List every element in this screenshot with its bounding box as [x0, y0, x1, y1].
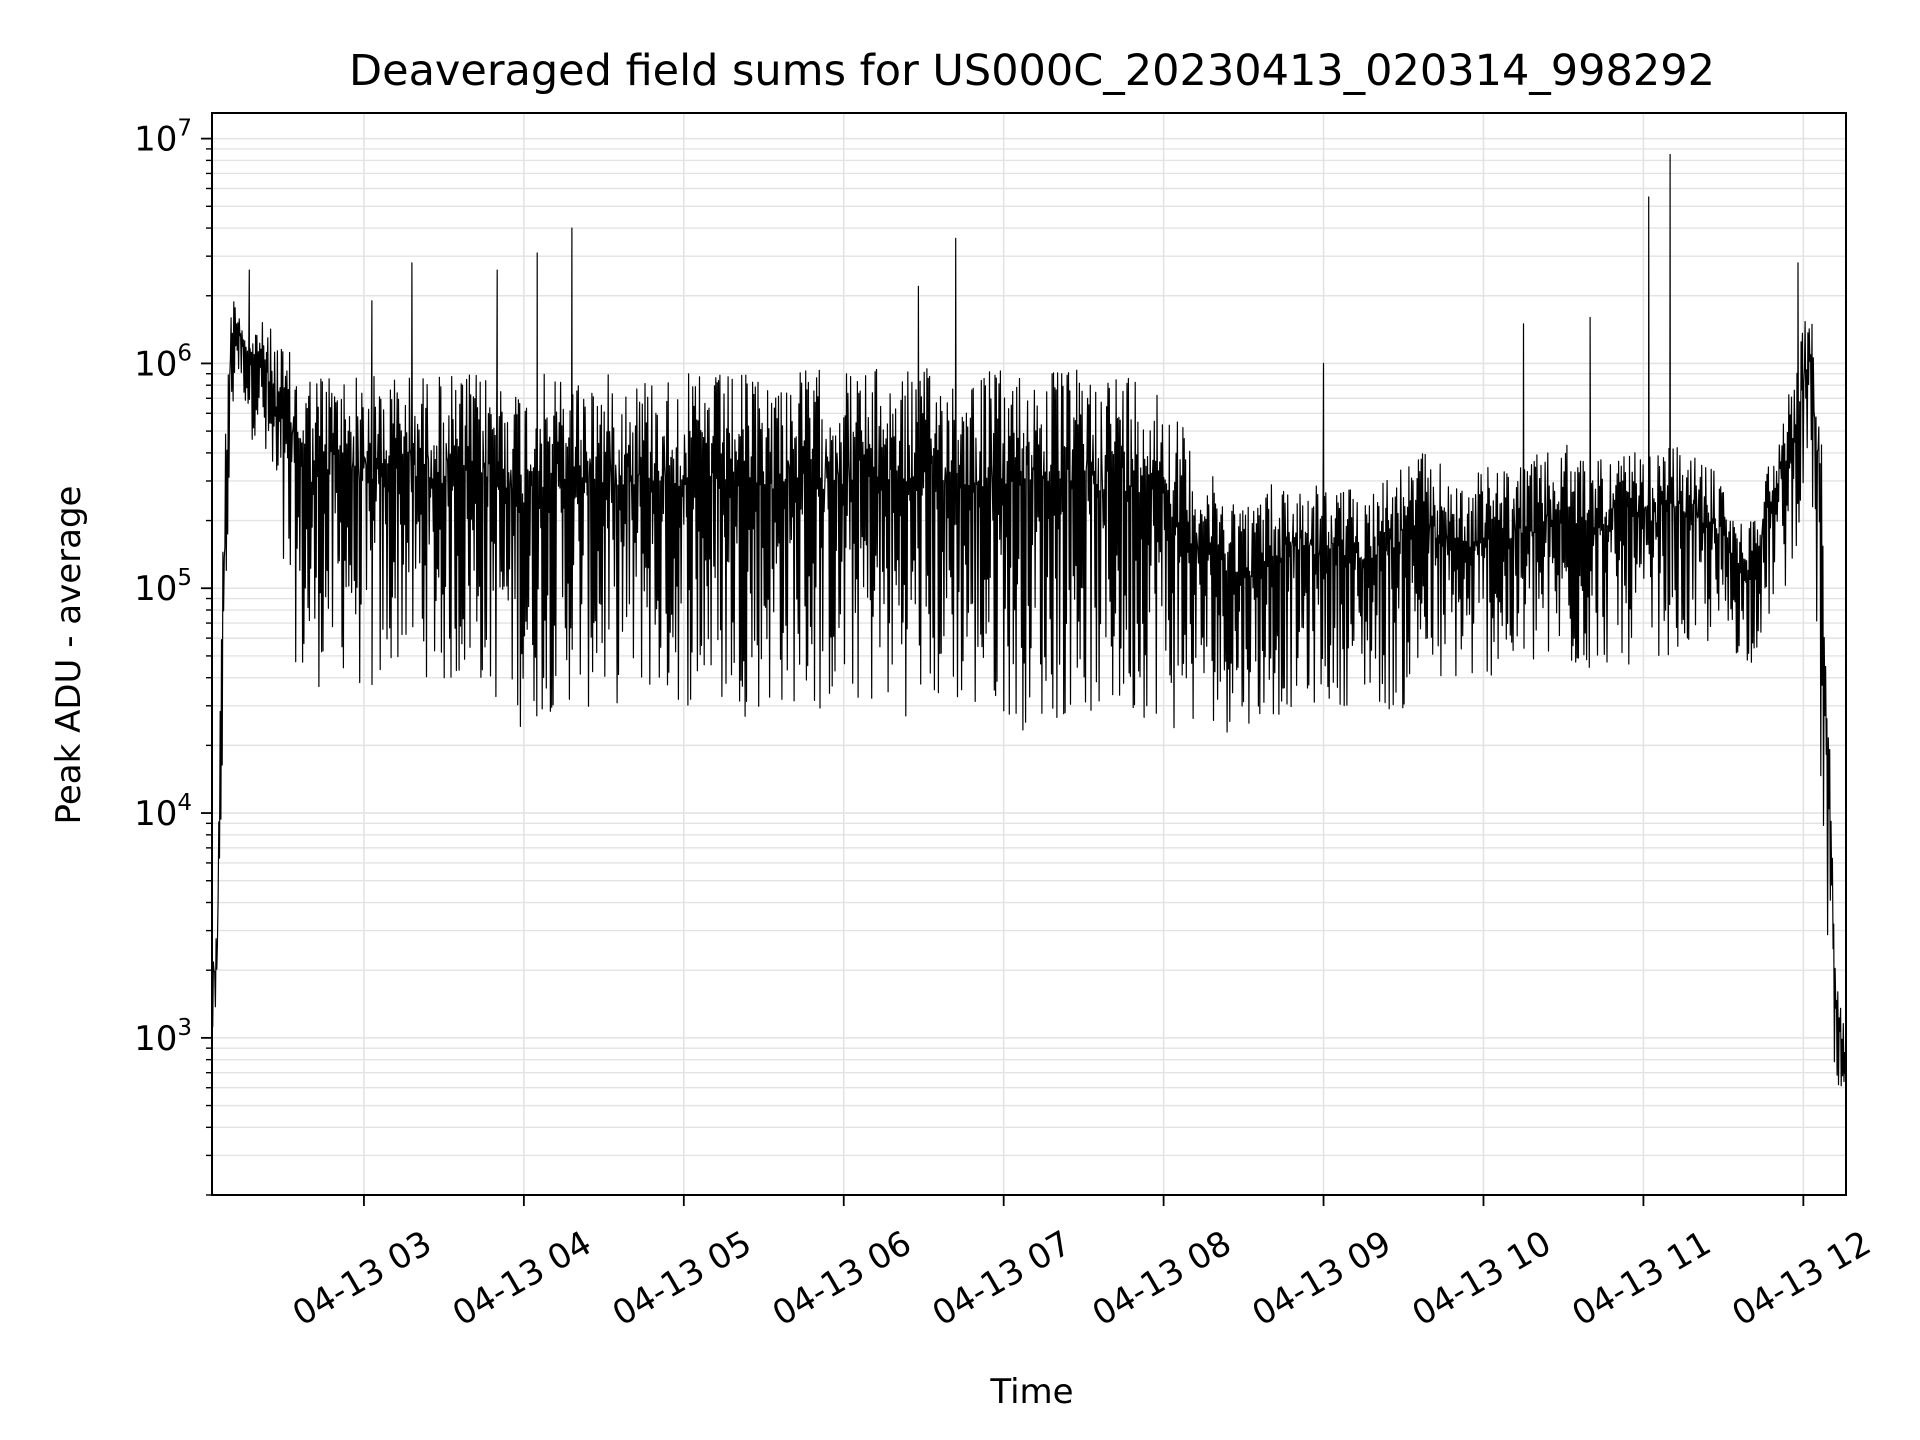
chart-title: Deaveraged field sums for US000C_2023041…: [349, 46, 1715, 96]
y-tick-base: 10: [134, 569, 177, 609]
y-axis-label: Peak ADU - average: [49, 486, 89, 825]
y-tick-base: 10: [134, 794, 177, 834]
y-tick-label: 106: [134, 340, 192, 384]
plot-frame: [211, 112, 1847, 1196]
y-tick-label: 104: [134, 790, 192, 834]
y-tick-label: 107: [134, 116, 192, 160]
y-tick-exponent: 7: [177, 116, 192, 142]
x-axis-label: Time: [989, 1372, 1073, 1412]
series-line: [211, 153, 1847, 1087]
y-tick-exponent: 6: [177, 340, 192, 366]
y-tick-base: 10: [134, 1019, 177, 1059]
y-tick-exponent: 5: [177, 565, 192, 591]
y-tick-exponent: 3: [177, 1015, 192, 1041]
y-tick-base: 10: [134, 344, 177, 384]
y-tick-label: 105: [134, 565, 192, 609]
y-tick-base: 10: [134, 120, 177, 160]
plot-area: [211, 112, 1847, 1196]
y-tick-exponent: 4: [177, 790, 192, 816]
y-tick-label: 103: [134, 1015, 192, 1059]
